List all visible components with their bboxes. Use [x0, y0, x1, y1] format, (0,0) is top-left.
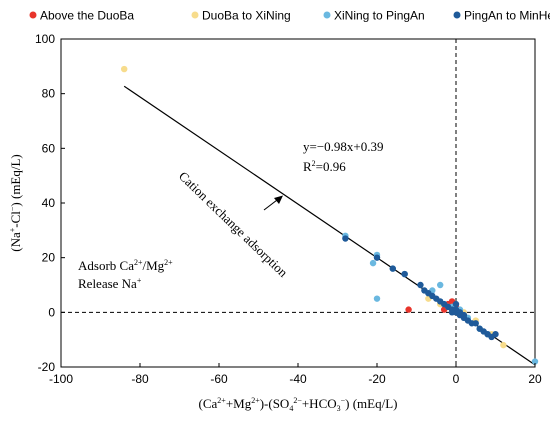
arrow-annotation-label: Cation exchange adsorption — [176, 168, 291, 280]
legend-marker — [323, 11, 331, 19]
y-tick-label: 100 — [35, 32, 55, 46]
x-tick-label: -80 — [131, 372, 149, 386]
data-point — [342, 235, 349, 242]
y-tick-label: 80 — [42, 87, 56, 101]
x-tick-label: -60 — [210, 372, 228, 386]
x-axis-label: (Ca2++Mg2+)-(SO42−+HCO3−) (mEq/L) — [199, 396, 398, 413]
data-point — [437, 281, 444, 289]
x-axis-ticks: -100 -80 -60 -40 -20 0 20 — [49, 363, 542, 386]
data-point — [417, 281, 424, 289]
legend-label: XiNing to PingAn — [334, 9, 425, 23]
data-point — [500, 341, 507, 349]
data-point — [405, 306, 412, 313]
legend-label: Above the DuoBa — [40, 9, 134, 23]
equation-label: y=−0.98x+0.39 — [303, 139, 384, 154]
r-squared-label: R2=0.96 — [303, 159, 346, 174]
arrow-icon — [263, 195, 283, 211]
data-point — [448, 309, 456, 316]
data-point — [452, 300, 460, 308]
data-point — [373, 254, 381, 261]
legend-marker — [29, 11, 37, 19]
legend: Above the DuoBa DuoBa to XiNing XiNing to … — [29, 9, 550, 23]
data-point — [472, 320, 479, 327]
data-point — [121, 65, 128, 73]
legend-marker — [453, 11, 461, 19]
x-tick-label: -20 — [368, 372, 386, 386]
data-point — [492, 331, 499, 338]
y-tick-label: 0 — [48, 305, 55, 319]
data-point — [373, 295, 381, 302]
data-point — [369, 259, 377, 267]
y-axis-label: (Na+-Cl−) (mEq/L) — [8, 154, 23, 252]
x-tick-label: -40 — [289, 372, 307, 386]
y-axis-ticks: -20 0 20 40 60 80 100 — [35, 32, 65, 374]
y-tick-label: -20 — [38, 360, 56, 374]
data-point — [401, 270, 408, 278]
legend-label: PingAn to MinHe — [464, 9, 550, 23]
x-tick-label: -100 — [49, 372, 73, 386]
data-point — [531, 358, 539, 365]
legend-label: DuoBa to XiNing — [202, 9, 291, 23]
y-tick-label: 40 — [42, 196, 56, 210]
adsorb-label: Adsorb Ca2+/Mg2+ — [78, 258, 173, 273]
release-label: Release Na+ — [78, 276, 142, 291]
legend-marker — [191, 11, 199, 19]
y-tick-label: 20 — [42, 251, 56, 265]
data-points — [121, 65, 539, 365]
y-tick-label: 60 — [42, 141, 56, 155]
x-tick-label: 20 — [528, 372, 542, 386]
x-tick-label: 0 — [453, 372, 460, 386]
data-point — [389, 265, 396, 272]
